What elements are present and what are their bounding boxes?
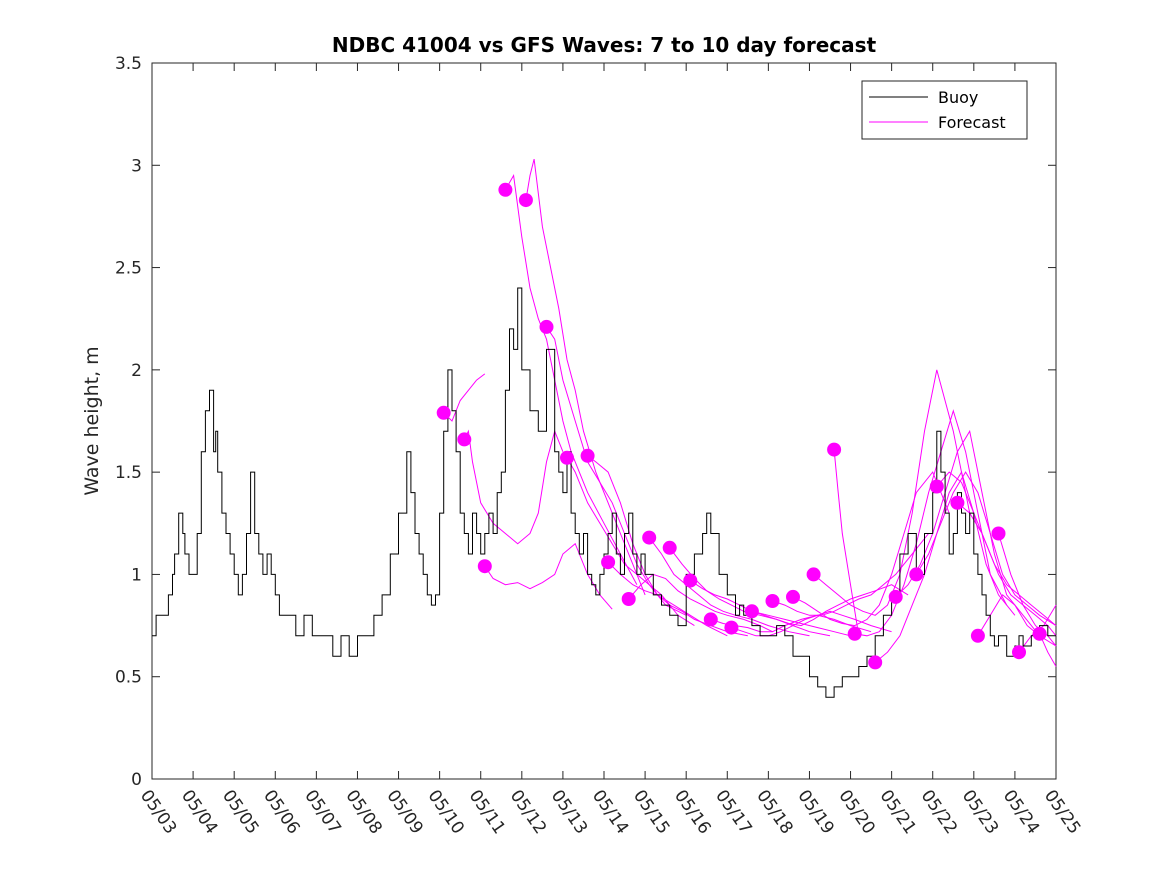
x-tick-label: 05/21 xyxy=(876,786,920,838)
forecast-marker xyxy=(929,479,944,494)
forecast-line xyxy=(915,471,1057,627)
forecast-marker xyxy=(457,432,472,447)
chart-title: NDBC 41004 vs GFS Waves: 7 to 10 day for… xyxy=(332,33,877,57)
series-layer xyxy=(152,158,1057,698)
x-tick-label: 05/07 xyxy=(300,786,344,838)
y-tick-label: 2 xyxy=(131,361,142,381)
forecast-marker xyxy=(621,592,636,606)
x-tick-label: 05/23 xyxy=(958,786,1002,838)
legend-label-buoy: Buoy xyxy=(938,88,978,107)
forecast-line xyxy=(813,369,971,616)
forecast-line xyxy=(546,326,687,616)
forecast-line xyxy=(525,158,646,596)
forecast-marker xyxy=(580,448,595,463)
forecast-line xyxy=(628,573,773,633)
plot-frame xyxy=(151,62,1057,780)
forecast-marker xyxy=(539,319,554,334)
forecast-marker xyxy=(436,405,451,420)
x-tick-label: 05/04 xyxy=(177,786,221,838)
forecast-marker xyxy=(601,555,616,570)
x-tick-label: 05/20 xyxy=(834,786,878,838)
legend-label-forecast: Forecast xyxy=(938,113,1006,132)
y-tick-label: 3.5 xyxy=(115,54,142,74)
forecast-marker xyxy=(1012,645,1026,660)
forecast-line xyxy=(772,533,929,616)
x-tick-label: 05/17 xyxy=(711,786,755,838)
forecast-line xyxy=(648,537,810,637)
y-tick-label: 0 xyxy=(131,770,142,790)
x-tick-label: 05/06 xyxy=(259,786,303,838)
x-tick-label: 05/18 xyxy=(752,786,796,838)
x-tick-label: 05/15 xyxy=(629,786,673,838)
forecast-marker xyxy=(868,655,883,670)
forecast-line xyxy=(895,429,1040,637)
forecast-marker xyxy=(703,612,718,627)
forecast-marker xyxy=(909,567,924,582)
forecast-line xyxy=(443,373,486,422)
forecast-marker xyxy=(744,604,759,619)
forecast-marker xyxy=(991,526,1006,541)
forecast-line xyxy=(690,580,851,637)
forecast-marker xyxy=(1032,626,1047,641)
forecast-marker xyxy=(888,589,903,604)
plot-area xyxy=(151,62,1057,780)
y-tick-label: 1 xyxy=(131,565,142,585)
forecast-line xyxy=(936,471,1057,637)
y-axis-label: Wave height, m xyxy=(81,346,103,495)
forecast-line xyxy=(731,610,892,637)
forecast-marker xyxy=(970,628,985,643)
forecast-marker xyxy=(498,182,513,197)
x-tick-label: 05/12 xyxy=(506,786,550,838)
x-tick-label: 05/24 xyxy=(999,786,1043,838)
x-tick-label: 05/13 xyxy=(547,786,591,838)
forecast-marker xyxy=(827,442,842,457)
forecast-marker xyxy=(847,626,862,641)
x-tick-label: 05/22 xyxy=(917,786,961,838)
forecast-marker xyxy=(560,450,574,465)
forecast-marker xyxy=(724,620,739,635)
buoy-line xyxy=(152,287,1056,698)
forecast-marker xyxy=(683,573,698,588)
x-tick-label: 05/19 xyxy=(793,786,837,838)
forecast-line xyxy=(998,533,1057,647)
forecast-marker xyxy=(662,540,677,555)
forecast-line xyxy=(874,470,1016,663)
x-tick-label: 05/10 xyxy=(424,786,468,838)
y-tick-label: 0.5 xyxy=(115,668,142,688)
forecast-marker xyxy=(477,559,492,574)
x-tick-label: 05/09 xyxy=(382,786,426,838)
x-tick-label: 05/03 xyxy=(136,786,180,838)
x-tick-label: 05/11 xyxy=(465,786,509,838)
x-tick-label: 05/14 xyxy=(588,786,632,838)
y-tick-label: 3 xyxy=(131,156,142,176)
forecast-line xyxy=(504,173,638,585)
forecast-marker xyxy=(786,589,800,604)
y-tick-label: 2.5 xyxy=(115,259,142,279)
x-tick-label: 05/05 xyxy=(218,786,262,838)
x-tick-label: 05/08 xyxy=(341,786,385,838)
forecast-line xyxy=(751,584,909,627)
y-tick-label: 1.5 xyxy=(115,463,142,483)
legend-box xyxy=(861,80,1028,140)
forecast-line xyxy=(463,429,564,545)
forecast-line xyxy=(833,449,860,636)
forecast-marker xyxy=(518,193,533,208)
forecast-line xyxy=(854,409,1008,637)
x-tick-label: 05/16 xyxy=(670,786,714,838)
forecast-marker xyxy=(950,495,965,510)
legend: Buoy Forecast xyxy=(861,80,1028,140)
x-tick-label: 05/25 xyxy=(1040,786,1084,838)
forecast-line xyxy=(792,471,950,627)
forecast-marker xyxy=(806,567,821,582)
forecast-line xyxy=(484,542,613,610)
forecast-marker xyxy=(765,594,780,608)
forecast-marker xyxy=(642,530,657,545)
